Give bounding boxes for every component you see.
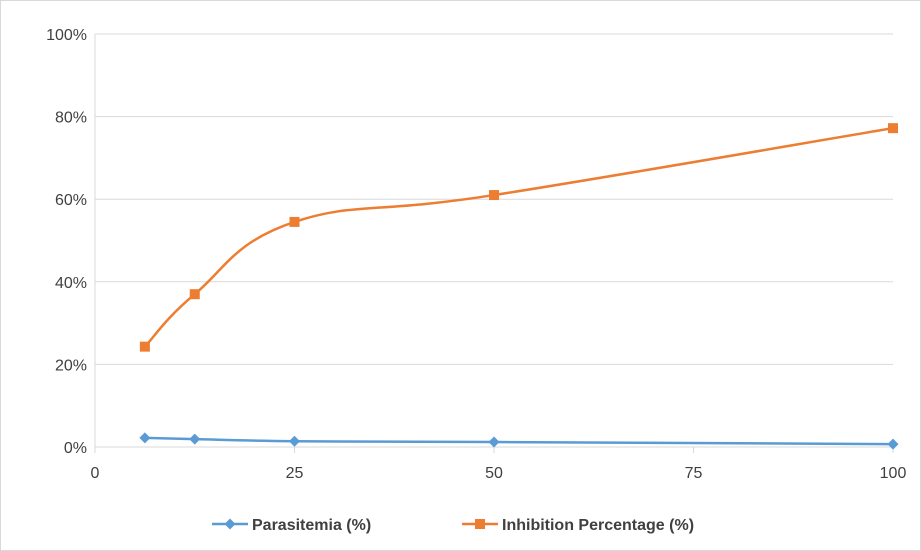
data-point — [289, 435, 300, 447]
series-1 — [139, 123, 898, 352]
data-point — [139, 341, 150, 352]
data-point — [888, 123, 898, 134]
y-tick-label: 80% — [55, 110, 87, 127]
y-tick-label: 60% — [55, 192, 87, 209]
y-tick-label: 40% — [55, 275, 87, 292]
series-lines — [139, 123, 899, 450]
x-tick-label: 25 — [286, 465, 304, 482]
legend: Parasitemia (%) Inhibition Percentage (%) — [212, 517, 694, 534]
legend-label: Inhibition Percentage (%) — [502, 517, 694, 534]
x-tick-label: 50 — [485, 465, 503, 482]
x-tick-label: 100 — [880, 465, 907, 482]
data-point — [488, 436, 500, 448]
gridlines — [95, 33, 893, 448]
data-point — [489, 190, 499, 201]
data-point — [189, 289, 200, 300]
y-tick-label: 0% — [64, 440, 87, 457]
legend-marker — [475, 519, 485, 529]
axes: 0% 20% 40% 60% 80% 100% 0 25 50 75 100 — [46, 27, 906, 482]
legend-item-0: Parasitemia (%) — [212, 517, 371, 534]
legend-label: Parasitemia (%) — [252, 517, 371, 534]
x-tick-label: 75 — [685, 465, 703, 482]
series-0 — [139, 432, 899, 450]
legend-marker — [224, 518, 236, 530]
x-tick-label: 0 — [91, 465, 100, 482]
data-point — [139, 432, 151, 444]
data-point — [189, 433, 201, 445]
y-tick-label: 100% — [46, 27, 87, 44]
y-tick-label: 20% — [55, 357, 87, 374]
data-point — [289, 216, 300, 227]
legend-item-1: Inhibition Percentage (%) — [462, 517, 694, 534]
series-line — [143, 126, 894, 348]
data-point — [887, 438, 899, 450]
series-line — [144, 436, 894, 446]
